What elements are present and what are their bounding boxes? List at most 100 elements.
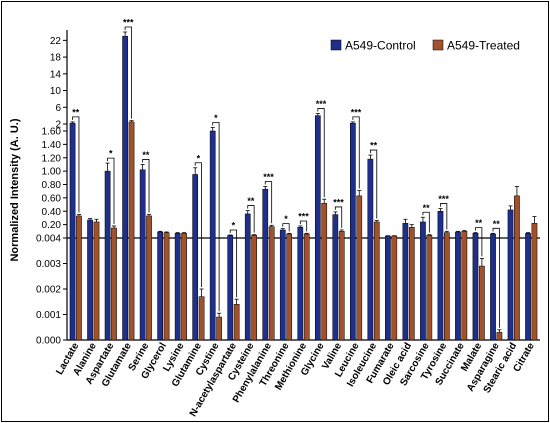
y-tick-label: 0.000	[36, 336, 61, 347]
bar-treated	[268, 226, 275, 341]
bar-treated	[181, 233, 187, 341]
y-tick-label: 0.20	[42, 220, 62, 231]
bar-treated	[111, 227, 117, 341]
y-tick-label: 10	[50, 86, 62, 97]
bar-treated	[338, 231, 345, 341]
bar-control	[297, 227, 304, 341]
y-tick-label: 1.00	[42, 167, 62, 178]
significance-marker: *	[284, 214, 288, 224]
bar-control	[420, 221, 426, 341]
significance-bracket	[247, 205, 255, 233]
bar-control	[472, 233, 479, 341]
bar-control	[244, 213, 251, 341]
bar-treated	[163, 232, 170, 341]
significance-marker: **	[247, 196, 255, 206]
bar-treated	[496, 332, 503, 341]
y-tick-label: 6	[55, 103, 61, 114]
y-tick-label: 0.001	[36, 310, 61, 321]
y-tick-label: 0.40	[42, 207, 62, 218]
bar-control	[227, 235, 234, 341]
significance-marker: ***	[263, 172, 274, 182]
y-tick-label: 0.004	[36, 234, 61, 245]
bar-treated	[128, 121, 135, 341]
bar-treated	[251, 235, 257, 341]
significance-bracket	[142, 159, 150, 213]
significance-marker: ***	[298, 211, 309, 221]
bar-control	[490, 233, 496, 341]
bar-treated	[93, 221, 100, 341]
bar-control	[525, 233, 531, 341]
significance-bracket	[492, 227, 500, 328]
significance-bracket	[475, 227, 483, 257]
y-tick-label: 0.80	[42, 180, 62, 191]
bar-treated	[303, 233, 310, 341]
legend-swatch	[432, 39, 444, 51]
significance-bracket	[282, 223, 290, 232]
significance-bracket	[440, 203, 448, 230]
bar-control	[192, 174, 199, 341]
bar-control	[174, 233, 181, 341]
y-tick-label: 22	[50, 36, 62, 47]
significance-marker: ***	[351, 107, 362, 117]
significance-marker: ***	[333, 197, 344, 207]
bar-treated	[391, 235, 398, 341]
legend-swatch	[330, 39, 342, 51]
significance-marker: ***	[123, 18, 134, 28]
bar-treated	[531, 223, 538, 341]
significance-bracket	[264, 181, 273, 224]
legend: A549-Control A549-Treated	[330, 39, 520, 53]
significance-marker: *	[214, 113, 218, 123]
significance-bracket	[107, 157, 115, 224]
y-tick-label: 0.002	[36, 285, 61, 296]
bar-control	[455, 231, 461, 341]
bar-control	[385, 235, 391, 341]
significance-bracket	[422, 211, 430, 233]
significance-bracket	[229, 229, 238, 298]
significance-marker: **	[475, 218, 483, 228]
significance-bracket	[369, 149, 378, 219]
bar-treated	[426, 235, 433, 341]
bar-control	[332, 214, 339, 341]
significance-marker: ***	[438, 194, 449, 204]
significance-bracket	[72, 116, 80, 213]
significance-marker: **	[493, 219, 501, 229]
bar-treated	[373, 221, 380, 341]
y-tick-label: 0.60	[42, 193, 62, 204]
bar-control	[262, 188, 269, 341]
bar-control	[279, 229, 286, 341]
significance-bracket	[299, 220, 308, 232]
y-tick-label: 1.20	[42, 153, 62, 164]
y-tick-label: 0.003	[36, 259, 61, 270]
y-axis-label: Normalized Intensity (A. U.)	[9, 118, 21, 261]
significance-marker: ***	[316, 99, 327, 109]
legend-label: A549-Treated	[447, 39, 520, 53]
significance-marker: **	[423, 203, 431, 213]
bar-treated	[356, 195, 363, 341]
bar-treated	[198, 296, 205, 341]
significance-bracket	[317, 108, 325, 198]
bar-treated	[146, 215, 152, 341]
bar-control	[209, 130, 216, 341]
significance-marker: *	[197, 153, 201, 163]
significance-marker: *	[232, 220, 236, 230]
significance-marker: **	[370, 141, 378, 151]
bar-control	[69, 122, 76, 341]
bar-treated	[321, 202, 328, 341]
bar-control	[104, 170, 111, 341]
bar-control	[367, 158, 374, 341]
y-tick-label: 14	[50, 69, 62, 80]
y-tick-label: 2	[55, 120, 61, 131]
bar-treated	[216, 316, 222, 341]
y-tick-label: 18	[50, 53, 62, 64]
bar-control	[157, 231, 164, 341]
bar-treated	[408, 227, 415, 341]
legend-label: A549-Control	[345, 39, 416, 53]
bar-control	[402, 223, 409, 341]
significance-marker: *	[109, 149, 113, 159]
bar-control	[350, 122, 356, 341]
significance-bracket	[194, 162, 202, 287]
bar-treated	[76, 215, 82, 341]
bar-control	[437, 211, 444, 341]
